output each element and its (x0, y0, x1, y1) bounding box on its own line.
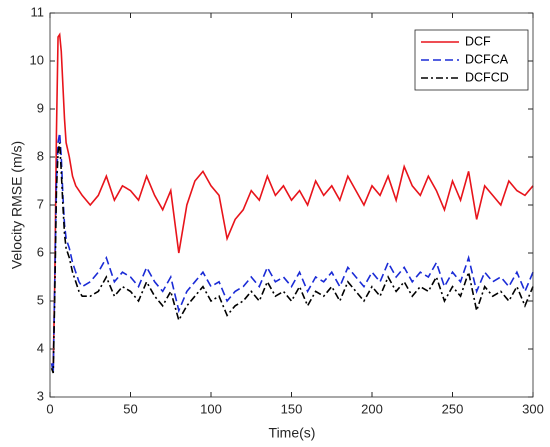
data-line (50, 32, 534, 369)
x-tick-label: 100 (200, 401, 222, 416)
x-tick-label: 300 (522, 401, 544, 416)
x-tick-label: 150 (281, 401, 303, 416)
x-tick-label: 50 (123, 401, 137, 416)
legend-label: DCFCD (465, 70, 509, 84)
x-tick-label: 250 (442, 401, 464, 416)
x-tick-label: 0 (46, 401, 53, 416)
y-tick-label: 9 (37, 100, 44, 115)
data-line (50, 142, 534, 374)
y-tick-label: 6 (37, 244, 44, 259)
y-tick-label: 7 (37, 196, 44, 211)
y-axis-label: Velocity RMSE (m/s) (9, 141, 25, 269)
y-tick-label: 4 (37, 340, 44, 355)
y-tick-label: 8 (37, 148, 44, 163)
y-tick-label: 5 (37, 292, 44, 307)
x-axis-label: Time(s) (269, 425, 316, 441)
y-tick-label: 11 (31, 4, 45, 19)
y-tick-label: 10 (30, 52, 44, 67)
x-tick-label: 200 (361, 401, 383, 416)
y-tick-label: 3 (37, 388, 44, 403)
legend-label: DCF (465, 34, 491, 48)
data-line (50, 132, 534, 374)
legend-label: DCFCA (465, 52, 509, 66)
legend: DCF DCFCA DCFCD (414, 29, 529, 91)
